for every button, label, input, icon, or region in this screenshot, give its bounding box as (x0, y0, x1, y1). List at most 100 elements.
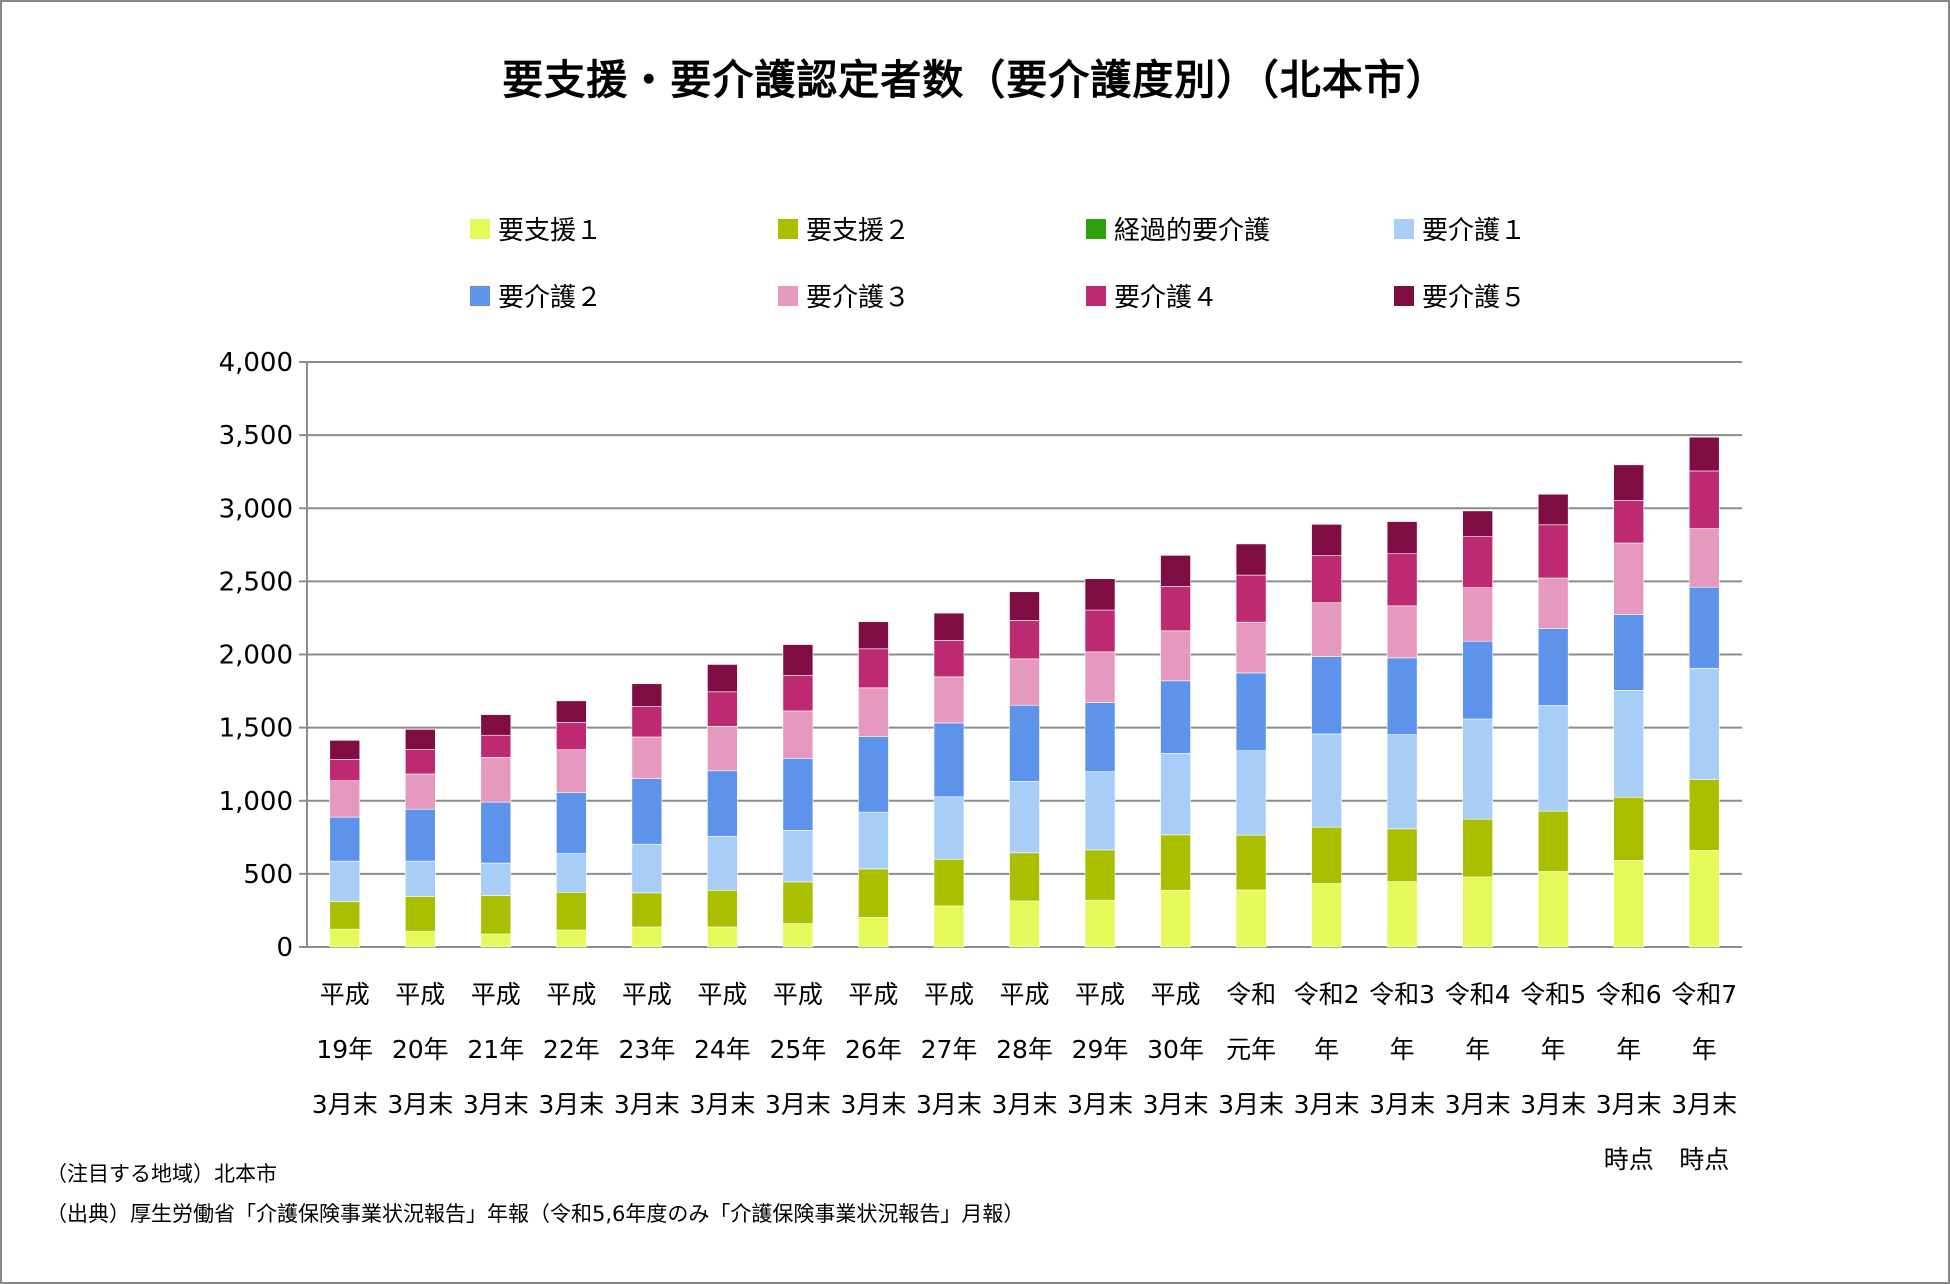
bar-segment (1688, 528, 1720, 588)
bar-segment (1537, 871, 1569, 948)
x-tick-label-line: 28年 (996, 1035, 1053, 1064)
bar-segment (556, 792, 587, 854)
x-tick-label-line: 令和 (1226, 980, 1277, 1009)
x-tick-label-line: 3月末 (689, 1090, 756, 1119)
x-tick-label-line: 3月末 (1369, 1090, 1436, 1119)
bar-segment (556, 700, 587, 723)
bar-segment (1009, 781, 1040, 854)
x-tick-label-line: 3月末 (991, 1090, 1058, 1119)
y-tick-label: 2,500 (219, 567, 293, 597)
x-tick-label: 平成 23年 3月末 (608, 967, 686, 1132)
bar-segment (1613, 464, 1645, 501)
x-tick-label: 令和4 年 3月末 (1439, 967, 1517, 1132)
bar-segment (1009, 852, 1040, 902)
bar-segment (1462, 510, 1493, 537)
x-tick-label-line: 21年 (467, 1035, 525, 1064)
bar-segment (1235, 672, 1267, 752)
bar-segment (1084, 771, 1116, 851)
bar-segment (1160, 555, 1191, 587)
bar-segment (1235, 543, 1267, 576)
bar-segment (858, 917, 889, 948)
x-tick-label-line: 3月末 (764, 1090, 831, 1119)
x-tick-label-line: 令和6 (1595, 980, 1662, 1009)
x-tick-label: 令和6 年 3月末 時点 (1590, 967, 1668, 1187)
x-tick-label-line: 平成 (319, 980, 370, 1009)
x-tick-label: 平成 28年 3月末 (986, 967, 1064, 1132)
x-tick-label: 令和元年 3月末 (1212, 967, 1290, 1132)
x-tick-label-line: 22年 (542, 1035, 600, 1064)
bar-segment (556, 929, 587, 948)
bar-segment (933, 676, 965, 724)
x-tick-label-line: 元年 (1226, 1035, 1277, 1064)
bar-segment (480, 933, 512, 948)
bar-segment (404, 749, 436, 775)
legend-swatch (1394, 285, 1414, 306)
bar-segment (933, 905, 965, 948)
x-tick-label-line: 3月末 (1444, 1090, 1511, 1119)
bar-segment (404, 729, 436, 750)
bar-segment (1235, 750, 1267, 836)
x-tick-label-line: 年 (1314, 1035, 1340, 1064)
legend-label: 要支援１ (498, 216, 603, 246)
bar-segment (480, 895, 512, 935)
bar-segment (1462, 876, 1493, 948)
legend-swatch (470, 218, 490, 239)
bar-segment (707, 926, 738, 948)
x-tick-label-line: 令和7 (1671, 980, 1738, 1009)
x-tick-label-line: 25年 (769, 1035, 827, 1064)
x-tick-label-line: 時点 (1679, 1145, 1730, 1174)
bar-segment (1537, 493, 1569, 526)
bar-segment (1084, 651, 1116, 703)
bar-segment (1160, 630, 1191, 682)
legend-label: 要介護２ (498, 283, 603, 313)
bar-segment (1311, 826, 1342, 884)
bar-segment (404, 808, 436, 862)
bar-segment (1311, 733, 1342, 828)
x-tick-label-line: 26年 (845, 1035, 902, 1064)
bar-segment (1688, 586, 1720, 669)
bar-segment (1537, 577, 1569, 629)
bar-segment (1386, 553, 1418, 607)
bar-segment (1386, 521, 1418, 555)
bar-segment (1386, 605, 1418, 659)
bar-segment (1462, 818, 1493, 878)
bar-segment (480, 734, 512, 758)
x-tick-label-line: 平成 (999, 980, 1050, 1009)
bar-segment (1235, 889, 1267, 948)
bar-segment (1462, 718, 1493, 820)
legend-swatch (470, 285, 490, 306)
bar-segment (329, 740, 361, 760)
x-tick-label-line: 30年 (1147, 1035, 1204, 1064)
x-tick-label-line: 平成 (546, 980, 597, 1009)
y-tick-label: 0 (276, 933, 293, 963)
bar-segment (1537, 524, 1569, 579)
bar-segment (1009, 620, 1040, 660)
bar-segment (1311, 883, 1342, 948)
x-tick-label-line: 令和4 (1444, 980, 1511, 1009)
bar-segment (329, 860, 361, 902)
bar-segment (1537, 628, 1569, 706)
x-tick-label-line: 19年 (316, 1035, 374, 1064)
x-tick-label: 令和5 年 3月末 (1514, 967, 1592, 1132)
bar-segment (631, 892, 663, 928)
bar-segment (1235, 621, 1267, 674)
x-tick-label-line: 令和2 (1293, 980, 1360, 1009)
legend-item: 要介護１ (1394, 210, 1526, 247)
x-tick-label-line: 3月末 (1218, 1090, 1285, 1119)
x-tick-label: 平成 30年 3月末 (1137, 967, 1215, 1132)
bar-segment (1009, 704, 1040, 782)
bar-segment (707, 691, 738, 727)
x-tick-label-line: 3月末 (1520, 1090, 1587, 1119)
bar-segment (329, 759, 361, 782)
bar-segment (1311, 555, 1342, 604)
bar-segment (1386, 734, 1418, 830)
bar-segment (782, 710, 814, 759)
x-tick-label-line: 3月末 (462, 1090, 529, 1119)
bar-segment (933, 796, 965, 860)
y-tick-label: 1,000 (219, 787, 293, 817)
bar-segment (707, 889, 738, 928)
bar-segment (782, 674, 814, 712)
y-tick-label: 4,000 (219, 348, 293, 378)
legend-swatch (1086, 218, 1106, 239)
bar-segment (1613, 860, 1645, 948)
